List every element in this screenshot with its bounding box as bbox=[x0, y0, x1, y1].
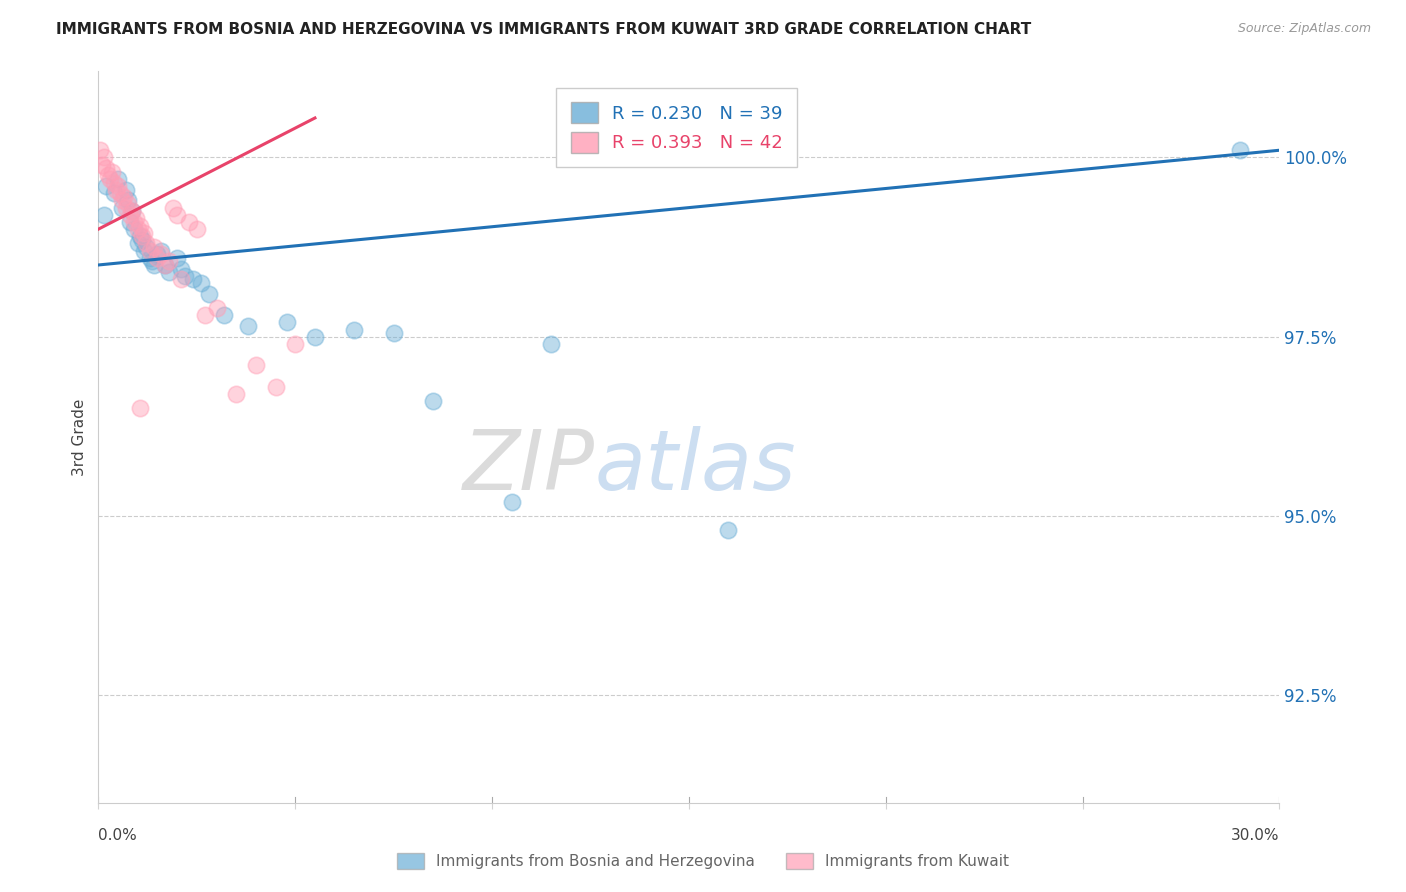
Point bbox=[177, 215, 200, 229]
Point bbox=[146, 247, 169, 261]
Point bbox=[422, 394, 444, 409]
Point bbox=[236, 318, 259, 333]
Point bbox=[166, 251, 188, 265]
Point bbox=[205, 301, 228, 315]
Point bbox=[111, 201, 134, 215]
Point bbox=[157, 265, 180, 279]
Point bbox=[1229, 143, 1251, 157]
Point bbox=[138, 251, 160, 265]
Point bbox=[284, 336, 307, 351]
Point bbox=[142, 240, 165, 254]
Point bbox=[103, 176, 125, 190]
Point bbox=[118, 215, 141, 229]
Point bbox=[117, 197, 139, 211]
Point bbox=[103, 186, 125, 201]
Text: IMMIGRANTS FROM BOSNIA AND HERZEGOVINA VS IMMIGRANTS FROM KUWAIT 3RD GRADE CORRE: IMMIGRANTS FROM BOSNIA AND HERZEGOVINA V… bbox=[56, 22, 1032, 37]
Point bbox=[141, 254, 163, 268]
Point bbox=[89, 143, 111, 157]
Point bbox=[150, 244, 173, 258]
Point bbox=[162, 201, 184, 215]
Point bbox=[98, 172, 121, 186]
Text: ZIP: ZIP bbox=[463, 425, 595, 507]
Point bbox=[127, 222, 149, 236]
Point bbox=[150, 247, 173, 261]
Point bbox=[170, 261, 193, 276]
Point bbox=[112, 190, 135, 204]
Point bbox=[166, 208, 188, 222]
Point bbox=[264, 380, 287, 394]
Point bbox=[107, 179, 129, 194]
Point bbox=[174, 268, 197, 283]
Point bbox=[138, 244, 160, 258]
Point bbox=[101, 165, 124, 179]
Point bbox=[122, 215, 145, 229]
Point bbox=[125, 211, 148, 226]
Point bbox=[107, 172, 129, 186]
Point bbox=[93, 208, 115, 222]
Point bbox=[186, 222, 208, 236]
Text: Source: ZipAtlas.com: Source: ZipAtlas.com bbox=[1237, 22, 1371, 36]
Point bbox=[97, 169, 120, 183]
Legend: Immigrants from Bosnia and Herzegovina, Immigrants from Kuwait: Immigrants from Bosnia and Herzegovina, … bbox=[391, 847, 1015, 875]
Point bbox=[115, 201, 138, 215]
Point bbox=[128, 229, 150, 244]
Text: atlas: atlas bbox=[595, 425, 796, 507]
Point bbox=[118, 208, 141, 222]
Point bbox=[127, 236, 149, 251]
Point bbox=[131, 229, 153, 244]
Point bbox=[93, 150, 115, 164]
Point bbox=[132, 226, 155, 240]
Point bbox=[155, 258, 177, 272]
Point bbox=[117, 194, 139, 208]
Point bbox=[122, 222, 145, 236]
Point bbox=[343, 322, 366, 336]
Point bbox=[540, 336, 562, 351]
Point bbox=[121, 204, 143, 219]
Point bbox=[245, 359, 267, 373]
Point bbox=[382, 326, 405, 340]
Point bbox=[717, 524, 740, 538]
Point bbox=[96, 161, 118, 176]
Point bbox=[501, 494, 523, 508]
Point bbox=[225, 387, 247, 401]
Y-axis label: 3rd Grade: 3rd Grade bbox=[72, 399, 87, 475]
Text: 30.0%: 30.0% bbox=[1232, 828, 1279, 843]
Point bbox=[115, 183, 138, 197]
Point bbox=[194, 308, 217, 322]
Point bbox=[276, 315, 298, 329]
Point bbox=[96, 179, 118, 194]
Point bbox=[128, 401, 150, 416]
Legend: R = 0.230   N = 39, R = 0.393   N = 42: R = 0.230 N = 39, R = 0.393 N = 42 bbox=[557, 87, 797, 168]
Point bbox=[108, 186, 131, 201]
Point bbox=[131, 233, 153, 247]
Point bbox=[135, 240, 157, 254]
Point bbox=[128, 219, 150, 233]
Point bbox=[155, 258, 177, 272]
Point bbox=[142, 258, 165, 272]
Point bbox=[214, 308, 236, 322]
Point bbox=[105, 183, 128, 197]
Point bbox=[190, 276, 212, 290]
Point bbox=[304, 329, 326, 343]
Point bbox=[181, 272, 204, 286]
Point bbox=[170, 272, 193, 286]
Point bbox=[132, 244, 155, 258]
Point bbox=[135, 236, 157, 251]
Point bbox=[146, 251, 169, 265]
Point bbox=[157, 254, 180, 268]
Point bbox=[91, 158, 114, 172]
Text: 0.0%: 0.0% bbox=[98, 828, 138, 843]
Point bbox=[111, 194, 134, 208]
Point bbox=[197, 286, 219, 301]
Point bbox=[121, 204, 143, 219]
